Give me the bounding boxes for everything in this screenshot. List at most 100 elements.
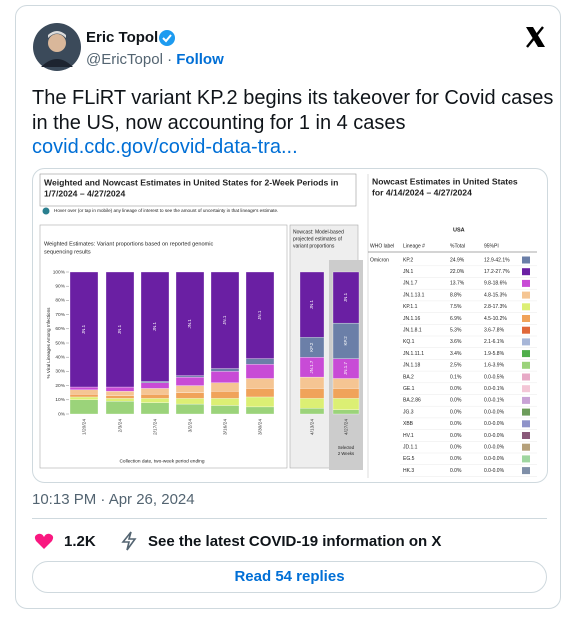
bar-segment (140, 388, 170, 395)
tweet-text: The FLiRT variant KP.2 begins its takeov… (32, 86, 553, 160)
label: JN.1.11.1 (403, 351, 424, 357)
x-logo[interactable] (524, 26, 547, 48)
bar-segment (175, 385, 205, 393)
bar-segment (210, 398, 240, 406)
label: JN.1.8.1 (403, 328, 422, 334)
label: variant proportions (293, 243, 335, 249)
follow-button[interactable]: Follow (176, 51, 224, 68)
segment-label: JN.1 (81, 324, 86, 334)
label: 1/7/2024 – 4/27/2024 (44, 188, 125, 198)
y-tick-label: 20% (55, 383, 65, 389)
like-count[interactable]: 1.2K (64, 533, 96, 550)
label: 8.8% (450, 292, 462, 298)
swatch (522, 420, 530, 428)
divider (32, 518, 547, 519)
bar-segment (210, 371, 240, 383)
label: 24.9% (450, 257, 465, 263)
label: 5.3% (450, 328, 462, 334)
label: 2.5% (450, 363, 462, 369)
tweet-link[interactable]: covid.cdc.gov/covid-data-tra... (32, 136, 298, 158)
bar-segment (210, 382, 240, 392)
label: JN.1.18 (403, 363, 420, 369)
swatch (522, 279, 530, 287)
text-line: in the US, now accounting for 1 in 4 cas… (32, 111, 406, 134)
bar-segment (175, 403, 205, 415)
bar-segment (105, 401, 135, 415)
label: WHO label (370, 243, 394, 249)
label: sequencing results (44, 249, 91, 255)
swatch (522, 268, 530, 276)
author-handle[interactable]: @EricTopol · Follow (86, 51, 224, 68)
segment-label: JN.1 (117, 324, 122, 334)
swatch (522, 408, 530, 416)
segment-label: JN.1 (309, 300, 314, 310)
label: HV.1 (403, 433, 414, 439)
bar-segment (245, 388, 275, 398)
bar-segment (210, 368, 240, 372)
segment-label: JN.1 (257, 310, 262, 320)
label: 7.5% (450, 304, 462, 310)
x-tick-label: 2/3/24 (117, 419, 123, 433)
label: Omicron (370, 257, 389, 263)
swatch (522, 291, 530, 299)
avatar[interactable] (33, 23, 81, 71)
label: 0.0-0.1% (484, 398, 505, 404)
like-icon[interactable] (34, 532, 54, 550)
label: JN.1.16 (403, 316, 420, 322)
swatch (522, 443, 530, 451)
label: Weighted Estimates: Variant proportions … (44, 241, 213, 247)
y-tick-label: 30% (55, 369, 65, 375)
label: GE.1 (403, 386, 415, 392)
label: 4.5-10.2% (484, 316, 507, 322)
label: JG.3 (403, 409, 414, 415)
label: 2.8-17.3% (484, 304, 507, 310)
label: 9.8-18.6% (484, 281, 507, 287)
bar-segment (299, 376, 325, 389)
label: 0.0-0.1% (484, 386, 505, 392)
y-tick-label: 50% (55, 340, 65, 346)
label: Collection date, two-week period ending (119, 458, 204, 464)
label: 1.6-3.9% (484, 363, 505, 369)
segment-label: KP.2 (309, 342, 314, 352)
timestamp[interactable]: 10:13 PM · Apr 26, 2024 (32, 491, 195, 508)
bar-segment (210, 405, 240, 415)
bar-segment (210, 391, 240, 399)
label: 22.0% (450, 269, 465, 275)
author-name[interactable]: Eric Topol (86, 29, 159, 46)
swatch (522, 338, 530, 346)
bar-segment (175, 271, 205, 376)
info-link[interactable]: See the latest COVID-19 information on X (148, 533, 442, 550)
y-tick-label: 60% (55, 326, 65, 332)
bar-segment (175, 375, 205, 378)
label: KP.2 (403, 257, 413, 263)
bar-segment (175, 376, 205, 386)
label: 0.0% (450, 386, 462, 392)
bar-segment (69, 396, 99, 400)
y-tick-label: 100% (53, 269, 66, 275)
info-icon (121, 531, 137, 551)
bar-segment (332, 388, 360, 399)
label: 0.0% (450, 456, 462, 462)
handle[interactable]: @EricTopol (86, 51, 163, 68)
label: JN.1.7 (403, 281, 418, 287)
chart-image[interactable]: Weighted and Nowcast Estimates in United… (32, 168, 548, 483)
label: 4.8-15.3% (484, 292, 507, 298)
label: 13.7% (450, 281, 465, 287)
label: 3.6-7.8% (484, 328, 505, 334)
bar-segment (210, 271, 240, 369)
swatch (522, 432, 530, 439)
segment-label: JN.1.7 (309, 360, 314, 374)
read-replies-button[interactable]: Read 54 replies (32, 561, 547, 593)
bar-segment (245, 396, 275, 408)
bar-segment (69, 386, 99, 391)
verified-badge (159, 30, 175, 46)
bar-segment (140, 398, 170, 403)
label: 2 Weeks (338, 451, 354, 456)
swatch (522, 350, 530, 358)
segment-label: JN.1 (343, 292, 348, 302)
x-tick-label: 4/13/24 (309, 419, 315, 435)
label: 0.0% (450, 398, 462, 404)
label: 0.0% (450, 421, 462, 427)
label: projected estimates of (293, 236, 343, 242)
x-tick-label: 3/30/24 (257, 419, 263, 435)
